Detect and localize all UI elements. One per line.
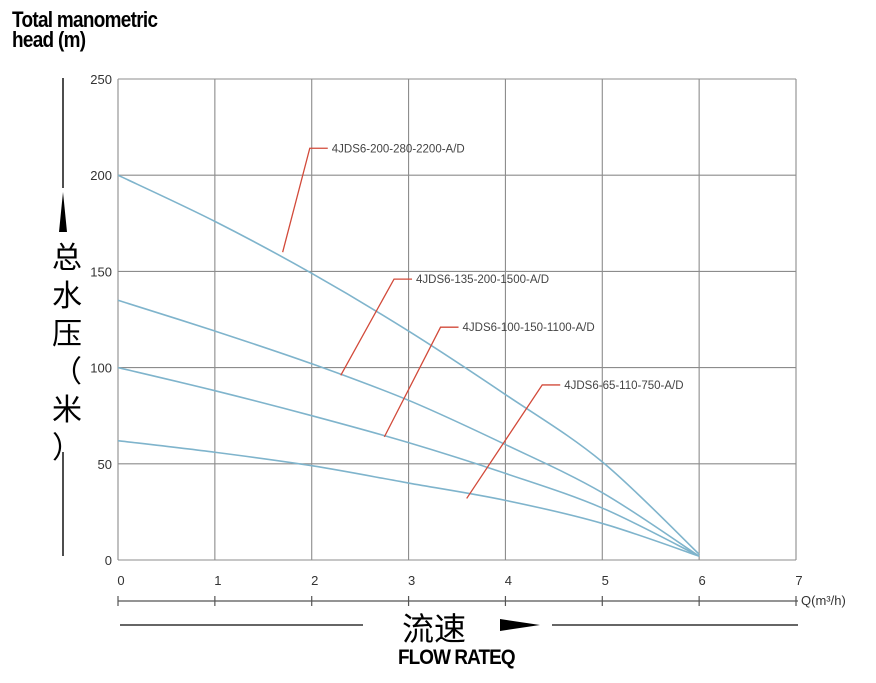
x-axis-title-en: FLOW RATEQ (398, 646, 516, 669)
x-tick-label: 3 (408, 573, 415, 588)
series-leader-line (340, 278, 413, 376)
y-axis-title-cn: 总 水 压 （ 米 ） (47, 240, 87, 468)
series-label: 4JDS6-200-280-2200-A/D (332, 143, 465, 155)
x-tick-label: 6 (699, 573, 706, 588)
y-axis-cn-char: ） (52, 431, 82, 466)
series-line (117, 439, 700, 557)
y-axis-cn-char: 压 (52, 317, 82, 352)
y-tick-labels: 0 50 100 150 200 250 (90, 72, 112, 568)
y-axis-cn-char: 水 (52, 279, 82, 314)
series-label: 4JDS6-65-110-750-A/D (564, 380, 683, 392)
x-tick-label: 1 (214, 573, 221, 588)
series-labels: 4JDS6-200-280-2200-A/D 4JDS6-135-200-1500… (282, 143, 684, 499)
axis-decorations (59, 78, 798, 631)
y-tick-label: 0 (105, 553, 112, 568)
series-label: 4JDS6-135-200-1500-A/D (416, 274, 549, 286)
series-line (117, 366, 700, 557)
series-line (117, 299, 700, 557)
x-tick-label: 7 (795, 573, 802, 588)
series-leader-line (383, 326, 459, 438)
x-tick-labels: 0 1 2 3 4 5 6 7 (117, 573, 802, 588)
x-tick-label: 4 (505, 573, 512, 588)
y-tick-label: 150 (90, 264, 112, 279)
series-label: 4JDS6-100-150-1100-A/D (463, 322, 595, 334)
grid (117, 78, 797, 561)
series-line (117, 174, 700, 555)
right-arrow-icon (500, 619, 540, 631)
x-tick-label: 0 (117, 573, 124, 588)
x-tick-label: 2 (311, 573, 318, 588)
y-axis-cn-char: 总 (52, 241, 82, 276)
y-tick-label: 200 (90, 168, 112, 183)
y-axis-title-en: Total manometric head (m) (12, 7, 158, 52)
y-axis-cn-char: （ (52, 355, 82, 390)
y-axis-cn-char: 米 (52, 393, 82, 428)
series-lines (117, 174, 700, 557)
y-axis-title-line-1: Total manometric (12, 7, 158, 32)
y-axis-title-line-2: head (m) (12, 27, 86, 52)
up-arrow-icon (59, 192, 67, 232)
x-axis: Q(m³/h) (117, 593, 846, 608)
y-tick-label: 100 (90, 361, 112, 376)
x-axis-title-cn: 流速 (402, 610, 467, 648)
y-tick-label: 50 (98, 457, 112, 472)
series-leader-line (466, 384, 561, 499)
x-tick-label: 5 (602, 573, 609, 588)
x-axis-unit-label: Q(m³/h) (801, 593, 846, 608)
y-tick-label: 250 (90, 72, 112, 87)
series-leader-line (282, 147, 328, 253)
